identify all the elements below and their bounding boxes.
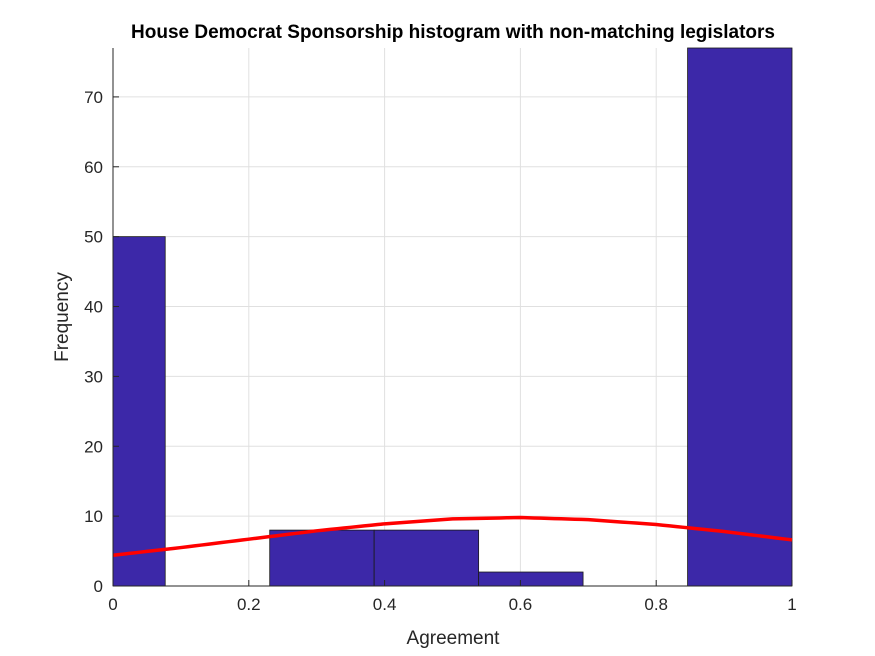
fit-layer bbox=[112, 515, 793, 557]
axes-layer bbox=[112, 48, 792, 587]
fit-curve-line bbox=[112, 515, 793, 557]
x-tick-label: 0.8 bbox=[644, 595, 668, 614]
bars-layer bbox=[112, 47, 793, 587]
x-tick-label: 1 bbox=[787, 595, 796, 614]
y-tick-label: 50 bbox=[84, 228, 103, 247]
x-axis-label: Agreement bbox=[407, 628, 501, 649]
histogram-bar bbox=[269, 529, 375, 587]
y-tick-label: 10 bbox=[84, 507, 103, 526]
y-tick-label: 60 bbox=[84, 158, 103, 177]
histogram-bar bbox=[373, 529, 480, 587]
y-tick-label: 70 bbox=[84, 88, 103, 107]
y-tick-label: 20 bbox=[84, 437, 103, 456]
chart-title: House Democrat Sponsorship histogram wit… bbox=[131, 22, 775, 43]
histogram-bar bbox=[478, 571, 584, 587]
histogram-bar bbox=[112, 236, 166, 587]
grid-layer bbox=[112, 48, 793, 587]
x-tick-label: 0 bbox=[108, 595, 117, 614]
histogram-bar bbox=[687, 47, 793, 587]
y-axis-label: Frequency bbox=[52, 272, 73, 362]
y-tick-label: 40 bbox=[84, 298, 103, 317]
x-tick-label: 0.2 bbox=[237, 595, 261, 614]
y-tick-label: 0 bbox=[94, 577, 103, 596]
x-tick-label: 0.4 bbox=[373, 595, 397, 614]
y-tick-label: 30 bbox=[84, 367, 103, 386]
x-tick-label: 0.6 bbox=[509, 595, 533, 614]
plot-area bbox=[113, 48, 792, 586]
